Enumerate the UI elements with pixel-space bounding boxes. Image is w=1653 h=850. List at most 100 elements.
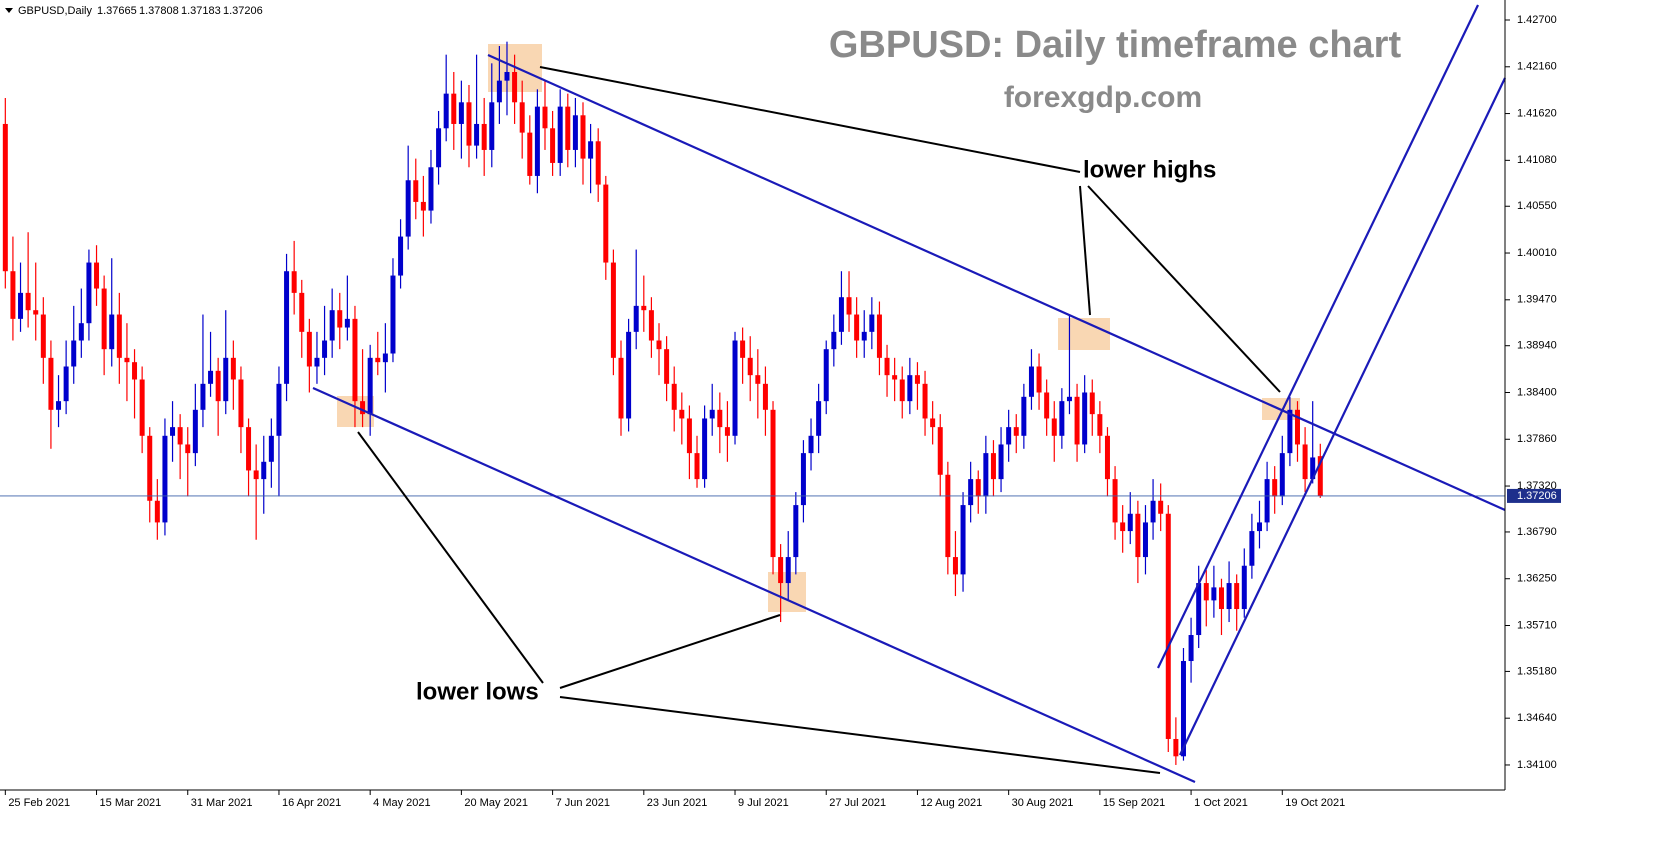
annotation: lower lows <box>416 678 539 705</box>
candle-body <box>1074 396 1080 445</box>
y-tick-label: 1.35710 <box>1517 619 1557 631</box>
candle-body <box>1112 479 1118 523</box>
candle-body <box>671 383 677 410</box>
candle-body <box>420 201 426 211</box>
x-tick-label: 25 Feb 2021 <box>8 797 70 809</box>
candle-body <box>816 401 822 436</box>
pointer-line <box>1087 185 1281 393</box>
x-tick-label: 20 May 2021 <box>464 797 528 809</box>
candle-body <box>124 357 130 363</box>
candle-body <box>937 427 943 475</box>
candle-body <box>588 141 594 159</box>
candle-body <box>922 383 928 419</box>
candle-body <box>337 310 343 328</box>
candle-body <box>1180 661 1186 757</box>
candle-body <box>253 470 259 480</box>
candle-body <box>101 288 107 350</box>
candle-body <box>724 427 730 436</box>
x-tick-label: 12 Aug 2021 <box>920 797 982 809</box>
candle-body <box>33 310 39 315</box>
candle-body <box>603 184 609 263</box>
candle-body <box>1203 583 1209 601</box>
candle-body <box>1302 444 1308 480</box>
candle-body <box>1188 635 1194 662</box>
x-tick-label: 30 Aug 2021 <box>1012 797 1074 809</box>
candle-body <box>960 505 966 575</box>
candle-body <box>1294 409 1300 445</box>
candle-body <box>276 383 282 436</box>
candle-body <box>610 262 616 358</box>
y-tick-label: 1.34640 <box>1517 712 1557 724</box>
y-tick-label: 1.36250 <box>1517 573 1557 585</box>
candle-body <box>1135 513 1141 558</box>
candle-body <box>1241 565 1247 610</box>
candle-body <box>63 366 69 402</box>
x-tick-label: 4 May 2021 <box>373 797 430 809</box>
trend-line <box>1157 4 1479 669</box>
candle-body <box>329 310 335 341</box>
candle-body <box>481 123 487 150</box>
candle-body <box>504 71 510 81</box>
y-tick-label: 1.41080 <box>1517 154 1557 166</box>
candle-body <box>86 262 92 324</box>
candle-body <box>238 379 244 428</box>
candle-body <box>709 409 715 419</box>
candle-body <box>261 461 267 480</box>
candle-body <box>755 375 761 384</box>
price-label-box <box>1507 488 1561 503</box>
candle-body <box>71 340 77 367</box>
candle-body <box>1317 456 1323 496</box>
y-tick-label: 1.39470 <box>1517 294 1557 306</box>
pointer-line <box>539 66 1081 173</box>
y-tick-label: 1.36790 <box>1517 526 1557 538</box>
candle-body <box>808 435 814 454</box>
candle-body <box>40 314 46 358</box>
candle-body <box>1127 513 1133 532</box>
candle-body <box>56 401 62 410</box>
y-tick-label: 1.34100 <box>1517 759 1557 771</box>
candle-body <box>686 418 692 454</box>
candle-body <box>884 357 890 376</box>
candle-body <box>679 409 685 419</box>
pointer-line <box>357 431 544 684</box>
candle-body <box>162 435 168 523</box>
candle-body <box>1287 409 1293 454</box>
candle-body <box>177 427 183 445</box>
candle-body <box>565 106 571 150</box>
candle-body <box>94 262 100 289</box>
x-tick-label: 1 Oct 2021 <box>1194 797 1248 809</box>
menu-arrow[interactable] <box>5 8 13 13</box>
candle-body <box>1051 418 1057 436</box>
candle-body <box>367 357 373 415</box>
candle-body <box>641 305 647 311</box>
candle-body <box>823 349 829 402</box>
candle-body <box>1006 427 1012 445</box>
y-tick-label: 1.40010 <box>1517 247 1557 259</box>
x-tick-label: 16 Apr 2021 <box>282 797 341 809</box>
candle-body <box>1013 427 1019 436</box>
candle-body <box>519 102 525 133</box>
x-tick-label: 15 Mar 2021 <box>100 797 162 809</box>
candle-body <box>1310 457 1316 480</box>
candle-body <box>899 379 905 402</box>
trend-line <box>487 53 1506 512</box>
pointer-line <box>1079 185 1091 316</box>
y-tick-label: 1.35180 <box>1517 665 1557 677</box>
candle-body <box>25 292 31 311</box>
candle-body <box>512 71 518 103</box>
candle-body <box>1120 522 1126 532</box>
candle-body <box>1028 366 1034 397</box>
y-tick-label: 1.38940 <box>1517 340 1557 352</box>
candle-body <box>762 383 768 410</box>
candle-body <box>382 353 388 363</box>
candle-body <box>200 383 206 410</box>
candle-body <box>1158 500 1164 514</box>
candle-body <box>998 444 1004 480</box>
candle-body <box>132 362 138 380</box>
y-tick-label: 1.40550 <box>1517 200 1557 212</box>
candle-body <box>268 435 274 462</box>
candle-body <box>428 167 434 211</box>
